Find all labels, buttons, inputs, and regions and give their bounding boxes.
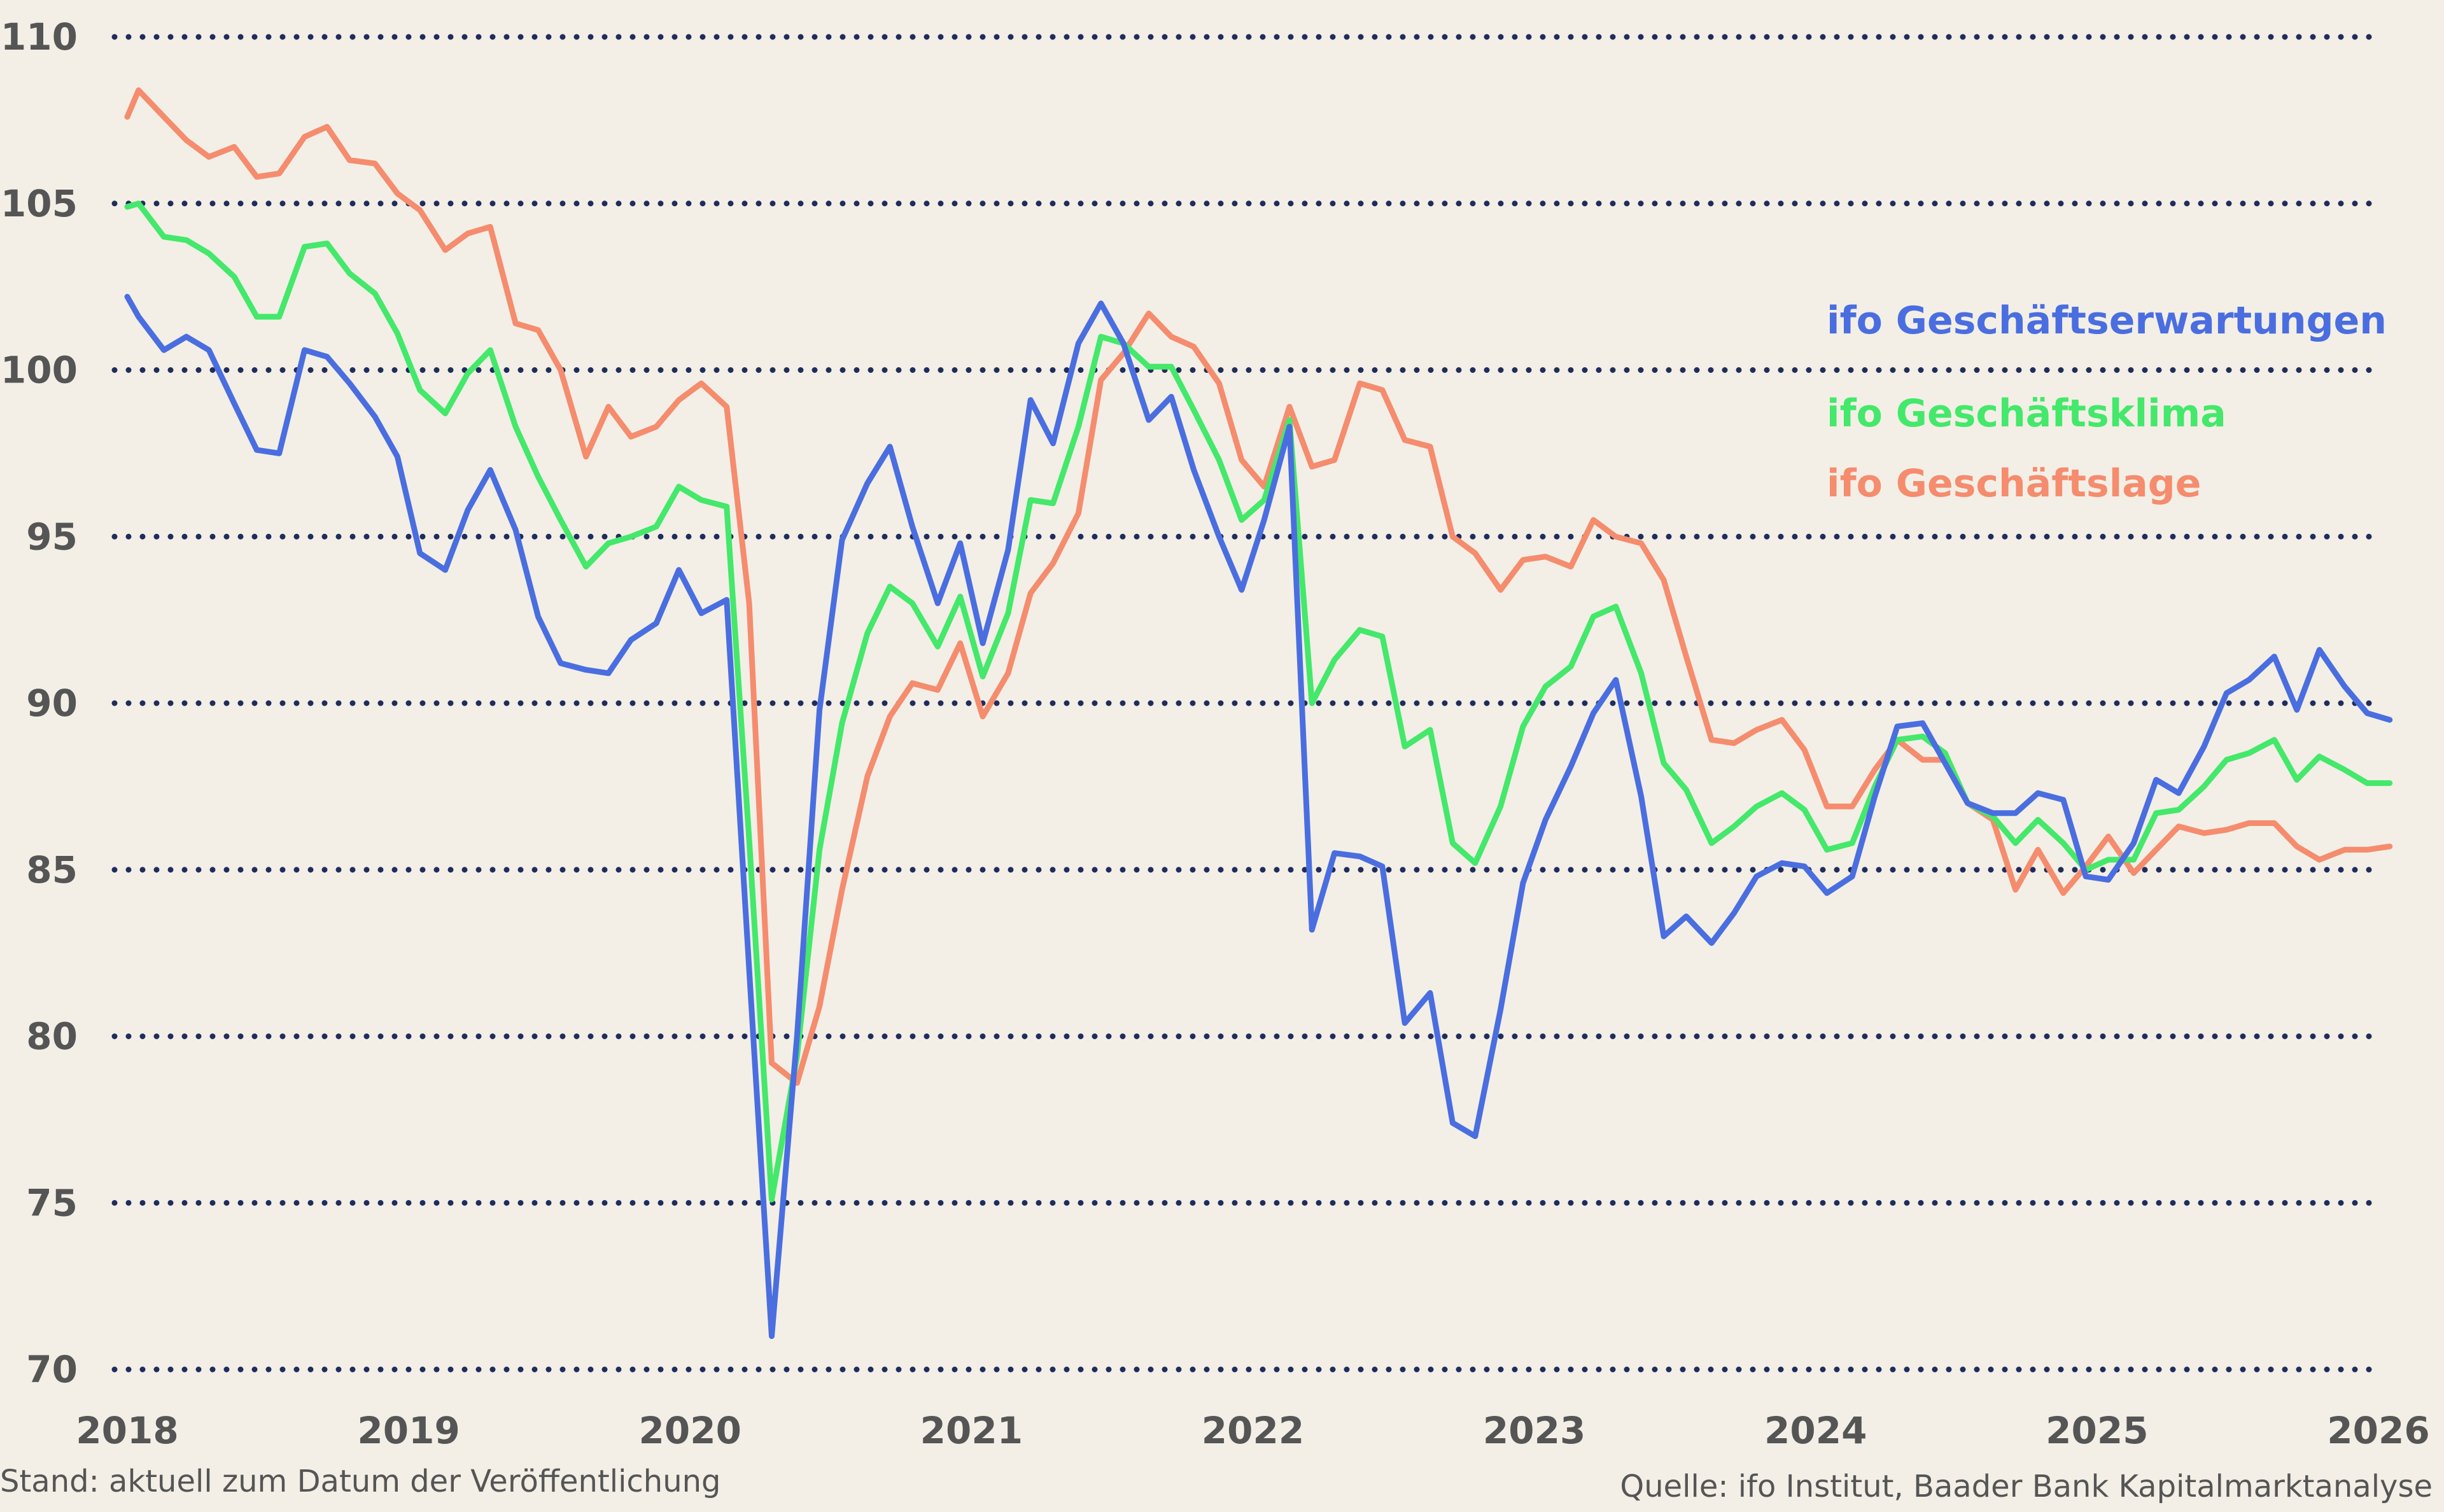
legend-item-geschaeftsklima: ifo Geschäftsklima: [1827, 391, 2226, 436]
x-tick-label-2024: 2024: [1764, 1409, 1867, 1452]
x-tick-label-2025: 2025: [2046, 1409, 2148, 1452]
y-tick-label-90: 90: [26, 682, 78, 725]
y-tick-label-75: 75: [26, 1181, 78, 1224]
x-tick-label-2026: 2026: [2327, 1409, 2429, 1452]
x-axis-ticks: 2018 2019 2020 2021 2022 2023 2024 2025 2026: [76, 1409, 2429, 1452]
footnote-left: Stand: aktuell zum Datum der Veröffentli…: [0, 1464, 721, 1499]
x-tick-label-2019: 2019: [357, 1409, 460, 1452]
legend: ifo Geschäftserwartungen ifo Geschäftskl…: [1827, 298, 2387, 506]
y-tick-label-105: 105: [1, 182, 78, 225]
legend-item-geschaeftslage: ifo Geschäftslage: [1827, 461, 2201, 506]
y-tick-label-110: 110: [1, 15, 78, 59]
y-tick-label-80: 80: [26, 1015, 78, 1058]
series-line-geschaeftslage: [124, 87, 2393, 1086]
y-axis-ticks: 70 75 80 85 90 95 100 105 110: [1, 15, 78, 1391]
series-line-geschaeftsklima: [124, 200, 2393, 1203]
x-tick-label-2018: 2018: [76, 1409, 178, 1452]
x-tick-label-2021: 2021: [920, 1409, 1023, 1452]
y-tick-label-85: 85: [26, 848, 78, 892]
footnote-right: Quelle: ifo Institut, Baader Bank Kapita…: [1620, 1469, 2433, 1504]
gridlines: [111, 34, 2384, 1373]
series-line-geschaeftserwartungen: [124, 293, 2393, 1340]
y-tick-label-70: 70: [26, 1348, 78, 1391]
legend-item-geschaeftserwartungen: ifo Geschäftserwartungen: [1827, 298, 2387, 343]
series-lines: [124, 87, 2393, 1340]
x-tick-label-2023: 2023: [1483, 1409, 1585, 1452]
x-tick-label-2022: 2022: [1202, 1409, 1304, 1452]
y-tick-label-95: 95: [26, 515, 78, 558]
y-tick-label-100: 100: [1, 349, 78, 392]
x-tick-label-2020: 2020: [639, 1409, 741, 1452]
